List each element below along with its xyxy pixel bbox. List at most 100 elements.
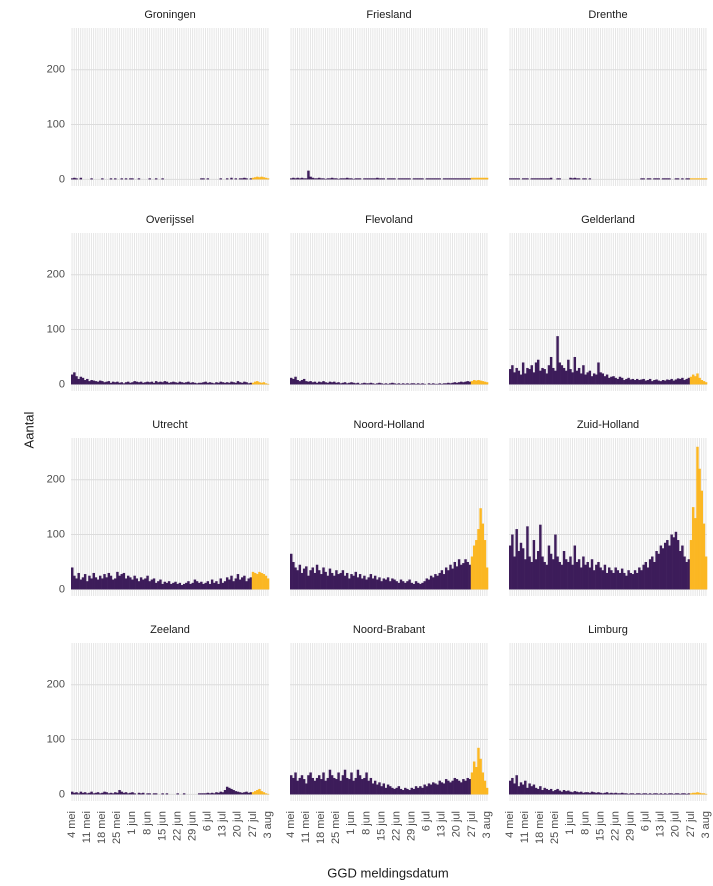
bar	[258, 382, 261, 385]
bar	[131, 792, 134, 795]
bar	[603, 376, 607, 385]
bar	[307, 575, 310, 590]
bar	[638, 793, 641, 795]
bar	[114, 578, 117, 590]
bar	[618, 572, 622, 590]
bar	[483, 780, 487, 795]
bar	[584, 374, 587, 385]
bar	[560, 791, 564, 795]
bar	[564, 791, 568, 795]
y-axis-title: Aantal	[21, 411, 36, 448]
bar	[432, 577, 435, 590]
bar	[234, 382, 238, 385]
bar	[605, 792, 609, 795]
bar	[380, 178, 383, 180]
bar	[245, 791, 248, 795]
bar	[668, 380, 671, 385]
bar	[170, 382, 173, 385]
bar	[234, 178, 238, 180]
bar	[182, 793, 186, 795]
bar	[371, 383, 375, 385]
bar	[393, 788, 396, 795]
bar	[251, 792, 255, 795]
bar	[79, 177, 83, 180]
bar	[114, 382, 117, 385]
bar	[670, 793, 673, 795]
bar	[549, 356, 553, 385]
bar	[679, 551, 682, 590]
bar	[185, 382, 188, 385]
bar	[225, 577, 229, 590]
bar	[421, 787, 424, 795]
bar	[358, 178, 362, 180]
bar	[389, 383, 392, 385]
bar	[666, 793, 669, 795]
bar	[513, 372, 516, 385]
bar	[225, 382, 229, 385]
bar	[547, 365, 551, 385]
bar	[154, 582, 158, 590]
bar	[243, 177, 246, 180]
bar	[369, 382, 373, 385]
bar	[228, 382, 231, 385]
bar	[513, 556, 516, 590]
bar	[225, 178, 229, 180]
bar	[562, 367, 566, 385]
bar	[479, 758, 482, 795]
bar	[98, 380, 102, 385]
bar	[676, 178, 680, 180]
bar	[131, 579, 134, 590]
bar	[92, 572, 95, 590]
bar	[644, 793, 648, 795]
bar	[126, 575, 130, 590]
bar	[322, 567, 325, 590]
bar	[419, 178, 422, 180]
bar	[549, 177, 553, 180]
bar	[425, 178, 429, 180]
bar	[416, 787, 420, 795]
bar	[333, 381, 336, 385]
bar	[633, 793, 637, 795]
bar	[519, 374, 523, 385]
bar	[534, 178, 538, 180]
bar	[595, 792, 598, 795]
bar	[468, 381, 472, 385]
bar	[264, 383, 268, 385]
bar	[571, 792, 574, 795]
bar	[700, 490, 703, 590]
bar	[416, 383, 420, 385]
bar	[193, 382, 197, 385]
bar	[129, 577, 132, 590]
bar	[524, 780, 527, 795]
bar	[408, 383, 411, 385]
bar	[702, 523, 706, 590]
bar	[676, 540, 680, 590]
bar	[309, 381, 312, 385]
bar	[700, 380, 703, 385]
bar	[328, 568, 332, 590]
bar	[444, 567, 448, 590]
bar	[350, 574, 353, 590]
bar	[432, 383, 435, 385]
x-axis-title: GGD meldingsdatum	[327, 865, 448, 880]
bar	[434, 383, 437, 385]
bar	[219, 178, 222, 180]
bar	[185, 582, 188, 590]
bar	[429, 383, 433, 385]
bar	[689, 178, 693, 180]
bar	[679, 378, 682, 385]
bar	[513, 783, 516, 795]
bar	[208, 382, 212, 385]
bar	[236, 574, 240, 590]
bar	[120, 791, 123, 795]
bar	[81, 377, 85, 385]
bar	[545, 564, 549, 590]
bar	[98, 793, 102, 795]
panel-background	[509, 643, 707, 801]
bar	[586, 561, 589, 590]
bar	[139, 577, 143, 590]
bar	[126, 793, 130, 795]
bar	[558, 561, 561, 590]
bar	[406, 178, 409, 180]
bar	[631, 793, 635, 795]
